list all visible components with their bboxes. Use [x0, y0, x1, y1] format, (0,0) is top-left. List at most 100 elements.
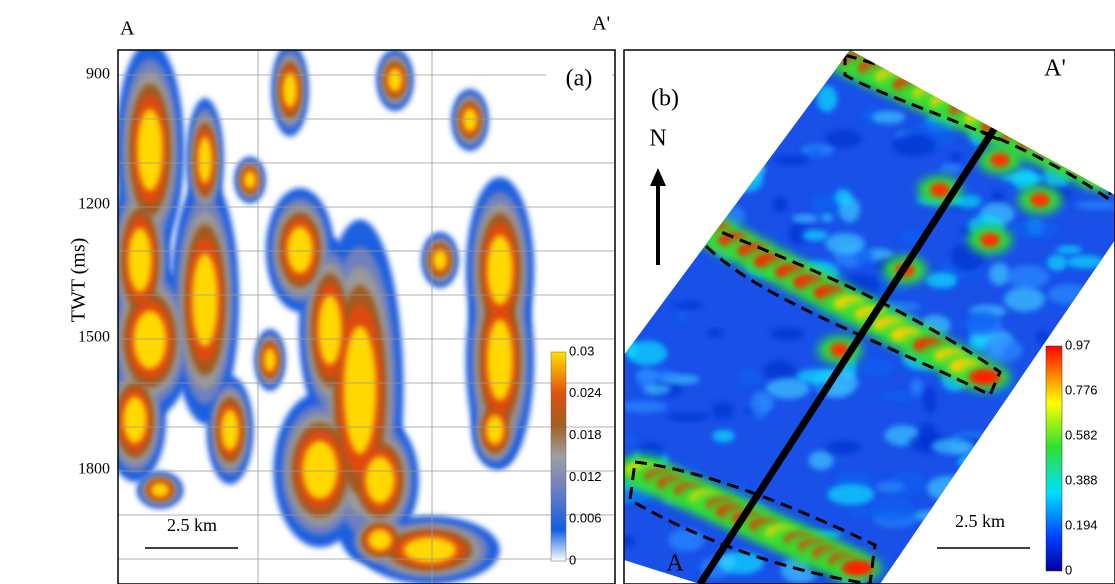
texture — [633, 276, 666, 297]
texture — [912, 510, 957, 522]
anomaly — [1030, 193, 1050, 207]
north-arrowhead — [650, 168, 666, 186]
texture — [720, 554, 736, 567]
colorbar-label: 0.776 — [1065, 382, 1098, 397]
amplitude-blob — [287, 227, 313, 273]
texture — [809, 451, 834, 470]
texture — [989, 263, 1010, 286]
texture — [958, 456, 981, 469]
texture — [1001, 173, 1046, 182]
texture — [714, 58, 732, 76]
amplitude-blob — [344, 326, 376, 454]
y-tick-label: 900 — [86, 66, 110, 83]
texture — [670, 158, 695, 179]
texture — [811, 193, 836, 209]
texture — [774, 155, 809, 165]
texture — [898, 58, 942, 78]
texture — [860, 110, 874, 120]
texture — [1060, 408, 1095, 428]
texture — [679, 216, 708, 229]
texture — [872, 111, 905, 124]
texture — [1096, 295, 1115, 313]
amplitude-blob — [137, 109, 163, 190]
texture — [1006, 506, 1022, 530]
section-end-label: A' — [592, 13, 610, 35]
texture — [737, 368, 762, 386]
texture — [1075, 53, 1114, 73]
amplitude-blob — [366, 457, 395, 503]
amplitude-blob — [244, 171, 256, 188]
anomaly — [1091, 170, 1115, 186]
texture — [963, 311, 998, 333]
texture — [981, 54, 1004, 73]
anomaly — [990, 153, 1010, 167]
texture — [636, 370, 679, 381]
y-tick-label: 1800 — [78, 461, 110, 478]
texture — [713, 402, 734, 419]
amplitude-blob — [123, 397, 146, 443]
texture — [892, 133, 936, 156]
texture — [745, 159, 765, 178]
texture — [1085, 74, 1100, 87]
texture — [1011, 220, 1059, 239]
panel-tag: (b) — [651, 86, 679, 112]
scale-bar-label: 2.5 km — [955, 511, 1005, 531]
texture — [644, 45, 678, 58]
north-label: N — [649, 126, 666, 152]
texture — [898, 554, 921, 563]
map-end-label: A' — [1044, 56, 1066, 82]
texture — [787, 79, 811, 105]
texture — [1085, 122, 1115, 143]
texture — [825, 129, 861, 147]
texture — [1096, 162, 1115, 173]
anomaly — [1073, 161, 1105, 177]
texture — [620, 401, 667, 413]
texture — [680, 66, 692, 91]
texture — [707, 171, 735, 188]
amplitude-blob — [487, 235, 513, 305]
texture — [670, 137, 691, 146]
y-tick-label: 1500 — [78, 329, 110, 346]
texture — [1047, 255, 1067, 271]
amplitude-blob — [198, 137, 212, 183]
texture — [1043, 99, 1066, 125]
texture — [827, 484, 874, 505]
texture — [911, 49, 952, 69]
anomaly — [980, 233, 1000, 247]
amplitude-blob — [283, 73, 297, 108]
panel-b-image — [609, 45, 1115, 584]
texture — [685, 71, 714, 87]
amplitude-blob — [487, 319, 513, 400]
texture — [1083, 84, 1102, 93]
amplitude-blob — [463, 108, 477, 131]
texture — [725, 170, 763, 193]
amplitude-blob — [388, 68, 402, 91]
texture — [649, 205, 683, 221]
texture — [773, 197, 788, 212]
texture — [948, 70, 985, 87]
axis-label: TWT (ms) — [68, 238, 90, 323]
anomaly — [1061, 155, 1113, 183]
texture — [1007, 470, 1046, 497]
texture — [670, 152, 698, 164]
texture — [940, 163, 962, 174]
colorbar-label: 0 — [1065, 562, 1072, 577]
amplitude-blob — [128, 228, 151, 292]
section-start-label: A — [120, 18, 135, 40]
colorbar-label: 0.006 — [569, 511, 602, 526]
texture — [923, 387, 936, 414]
texture — [992, 191, 1004, 204]
texture — [705, 172, 746, 182]
texture — [1094, 151, 1115, 168]
texture — [970, 91, 1006, 115]
texture — [810, 148, 822, 160]
y-tick-label: 1200 — [78, 196, 110, 213]
colorbar-label: 0.012 — [569, 469, 602, 484]
colorbar-a — [551, 352, 566, 561]
texture — [1012, 557, 1029, 584]
texture — [1030, 372, 1046, 390]
colorbar-label: 0 — [569, 552, 576, 567]
texture — [1056, 245, 1081, 254]
texture — [826, 441, 861, 454]
amplitude-blob — [134, 311, 166, 369]
